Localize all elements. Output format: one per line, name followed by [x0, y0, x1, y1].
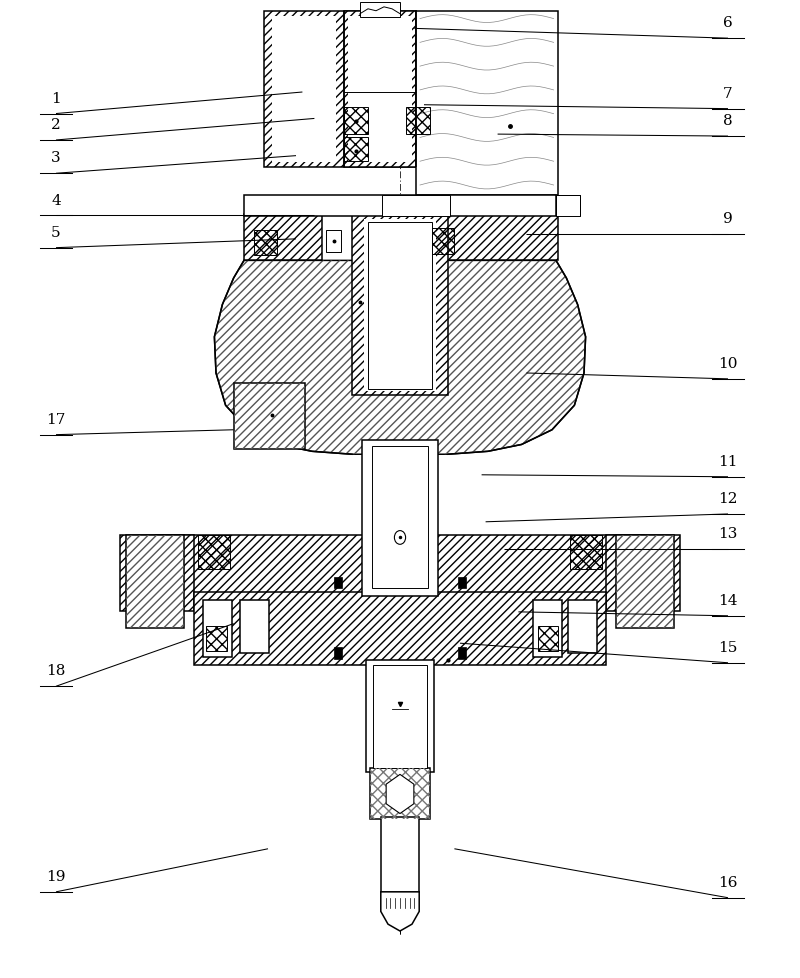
Bar — [234, 383, 305, 450]
Bar — [244, 196, 556, 217]
Bar — [244, 215, 322, 261]
Bar — [381, 818, 419, 892]
Bar — [126, 535, 184, 628]
Bar — [458, 577, 466, 589]
Text: 5: 5 — [51, 226, 61, 240]
Text: 6: 6 — [723, 17, 733, 30]
Bar — [344, 108, 368, 135]
Bar — [206, 626, 227, 651]
Text: 9: 9 — [723, 212, 733, 226]
Bar — [366, 660, 434, 773]
Bar — [370, 769, 430, 820]
Bar — [203, 600, 232, 657]
Bar — [382, 196, 450, 217]
Bar — [368, 445, 432, 592]
Text: 11: 11 — [718, 455, 738, 468]
Text: 15: 15 — [718, 641, 738, 654]
Bar — [334, 647, 342, 659]
Bar — [616, 535, 674, 628]
Bar — [264, 12, 416, 168]
Polygon shape — [214, 261, 586, 455]
Bar — [272, 17, 336, 163]
Text: 17: 17 — [46, 413, 66, 426]
Bar — [352, 215, 448, 396]
Bar — [350, 17, 410, 163]
Bar — [156, 536, 644, 595]
Text: 19: 19 — [46, 869, 66, 883]
Bar — [570, 536, 602, 569]
Bar — [432, 229, 454, 254]
Bar — [416, 12, 558, 196]
Text: 16: 16 — [718, 875, 738, 889]
Text: 8: 8 — [723, 114, 733, 128]
Bar — [406, 108, 430, 135]
Text: 12: 12 — [718, 492, 738, 506]
Bar — [126, 535, 184, 628]
Bar — [373, 665, 427, 768]
Text: 18: 18 — [46, 664, 66, 678]
Bar — [194, 593, 606, 665]
Bar — [344, 138, 368, 161]
Text: 14: 14 — [718, 594, 738, 607]
Bar — [120, 536, 194, 611]
Bar — [360, 3, 400, 18]
Text: 10: 10 — [718, 357, 738, 371]
Polygon shape — [386, 775, 414, 814]
Polygon shape — [381, 892, 419, 931]
Bar — [606, 536, 680, 611]
Bar — [458, 647, 466, 659]
Bar — [538, 626, 558, 651]
Bar — [348, 17, 412, 163]
Bar — [334, 577, 342, 589]
Bar — [240, 600, 269, 653]
Bar — [254, 231, 277, 256]
Bar — [430, 215, 558, 261]
Bar — [368, 223, 432, 389]
Bar — [234, 383, 305, 450]
Text: 4: 4 — [51, 194, 61, 207]
Text: 13: 13 — [718, 527, 738, 541]
Bar — [556, 196, 580, 217]
Text: 3: 3 — [51, 152, 61, 165]
Bar — [362, 440, 438, 597]
Bar — [364, 220, 436, 391]
Bar — [372, 447, 428, 589]
Text: 1: 1 — [51, 92, 61, 106]
Bar — [616, 535, 674, 628]
Bar — [326, 231, 341, 252]
Bar — [533, 600, 562, 657]
Text: 2: 2 — [51, 118, 61, 132]
Bar — [344, 12, 416, 168]
Bar — [568, 600, 597, 653]
Text: 7: 7 — [723, 87, 733, 101]
Bar — [370, 769, 430, 820]
Bar — [198, 536, 230, 569]
